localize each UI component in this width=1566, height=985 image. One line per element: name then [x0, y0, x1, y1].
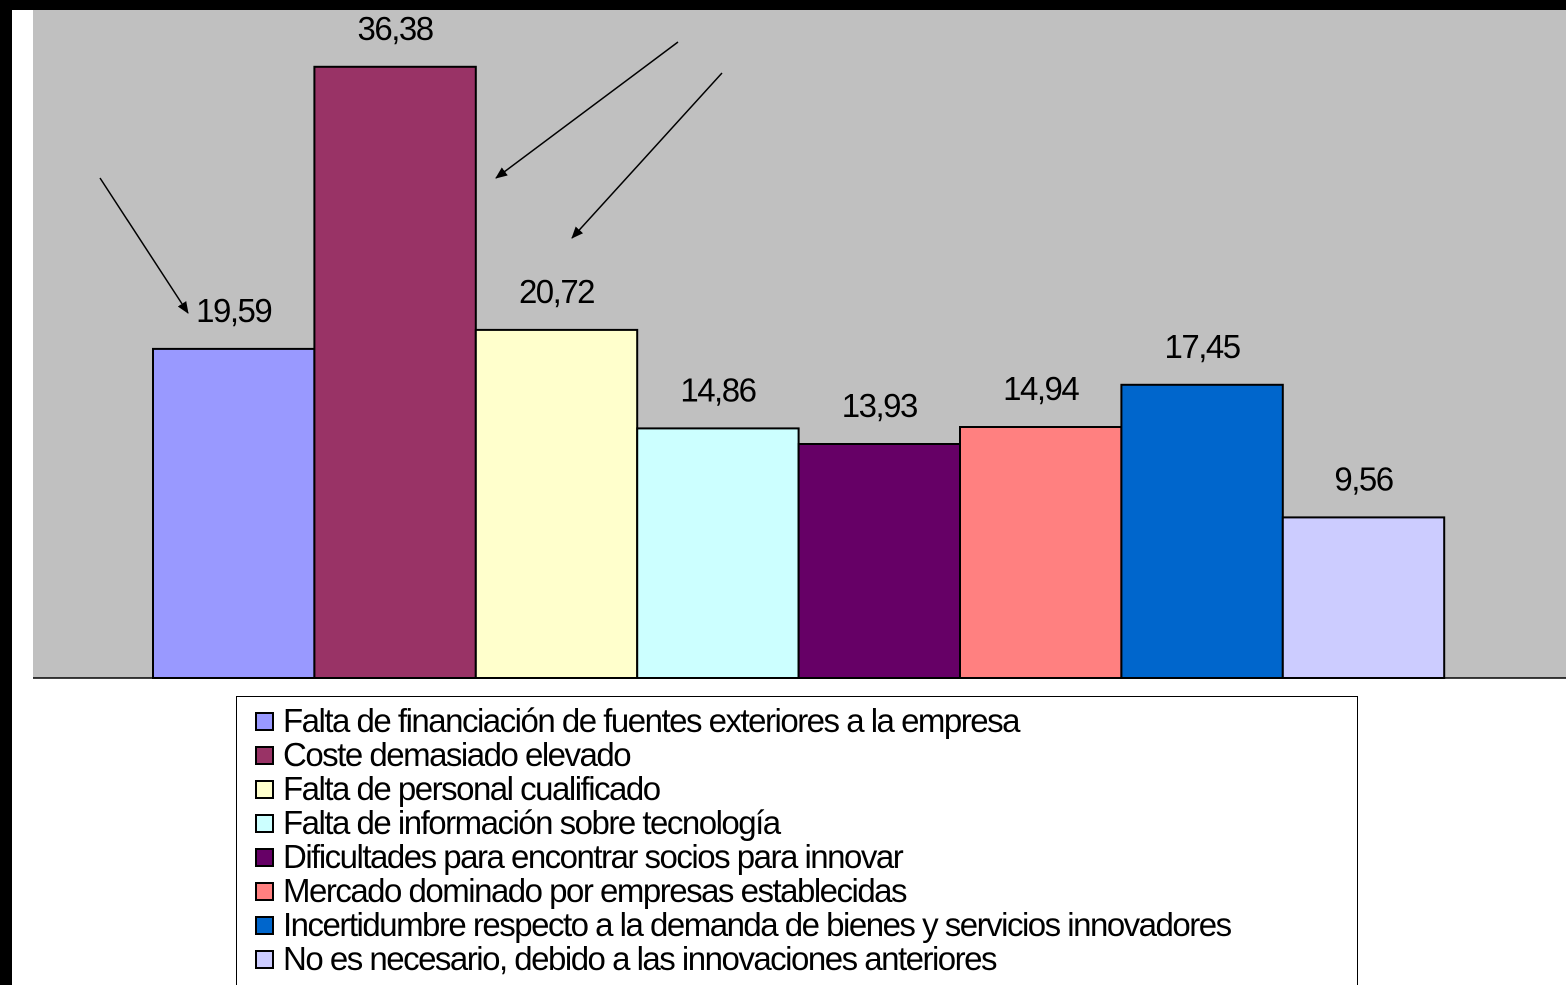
bar-value-label-8: 9,56	[1334, 460, 1392, 497]
legend-label-3: Falta de personal cualificado	[283, 770, 661, 807]
bar-2	[313, 65, 477, 680]
legend-swatch-7	[255, 915, 274, 935]
annotation-arrow-1	[99, 177, 189, 314]
bar-8	[1281, 516, 1446, 680]
legend-label-6: Mercado dominado por empresas establecid…	[283, 872, 908, 909]
legend-swatch-3	[255, 779, 274, 799]
legend-swatch-6	[255, 881, 274, 901]
legend-label-4: Falta de información sobre tecnología	[283, 804, 781, 841]
legend-label-2: Coste demasiado elevado	[283, 736, 632, 773]
bar-4	[636, 427, 800, 679]
bar-1	[152, 347, 316, 679]
bar-6	[959, 426, 1123, 679]
legend-label-1: Falta de financiación de fuentes exterio…	[283, 702, 1020, 739]
legend-item-1: Falta de financiación de fuentes exterio…	[255, 702, 1357, 739]
bar-value-label-4: 14,86	[680, 371, 755, 408]
legend-item-3: Falta de personal cualificado	[255, 770, 1357, 807]
legend-label-7: Incertidumbre respecto a la demanda de b…	[283, 906, 1232, 943]
legend-swatch-2	[255, 745, 274, 765]
bar-3	[474, 328, 639, 679]
legend-swatch-4	[255, 813, 274, 833]
legend-label-8: No es necesario, debido a las innovacion…	[283, 940, 997, 977]
annotation-arrow-3	[571, 72, 723, 239]
bar-value-label-2: 36,38	[358, 10, 433, 47]
legend-swatch-5	[255, 847, 274, 867]
legend-label-5: Dificultades para encontrar socios para …	[283, 838, 904, 875]
bar-5	[797, 443, 961, 679]
black-frame-top	[0, 0, 1566, 10]
legend-swatch-8	[255, 949, 274, 969]
bar-value-label-6: 14,94	[1003, 370, 1079, 407]
legend-item-5: Dificultades para encontrar socios para …	[255, 838, 1357, 875]
legend-item-4: Falta de información sobre tecnología	[255, 804, 1357, 841]
legend-list: Falta de financiación de fuentes exterio…	[237, 697, 1357, 977]
legend-item-6: Mercado dominado por empresas establecid…	[255, 872, 1357, 909]
legend-item-8: No es necesario, debido a las innovacion…	[255, 940, 1357, 977]
bar-value-label-1: 19,59	[196, 292, 271, 329]
legend-item-2: Coste demasiado elevado	[255, 736, 1357, 773]
bar-value-label-7: 17,45	[1165, 328, 1240, 365]
black-frame-left	[0, 0, 12, 985]
bar-7	[1120, 383, 1284, 679]
bar-value-label-3: 20,72	[519, 273, 594, 310]
annotation-arrow-2	[495, 41, 679, 179]
legend-item-7: Incertidumbre respecto a la demanda de b…	[255, 906, 1357, 943]
bar-value-label-5: 13,93	[842, 387, 917, 424]
chart-legend: Falta de financiación de fuentes exterio…	[236, 696, 1358, 985]
legend-swatch-1	[255, 711, 274, 731]
